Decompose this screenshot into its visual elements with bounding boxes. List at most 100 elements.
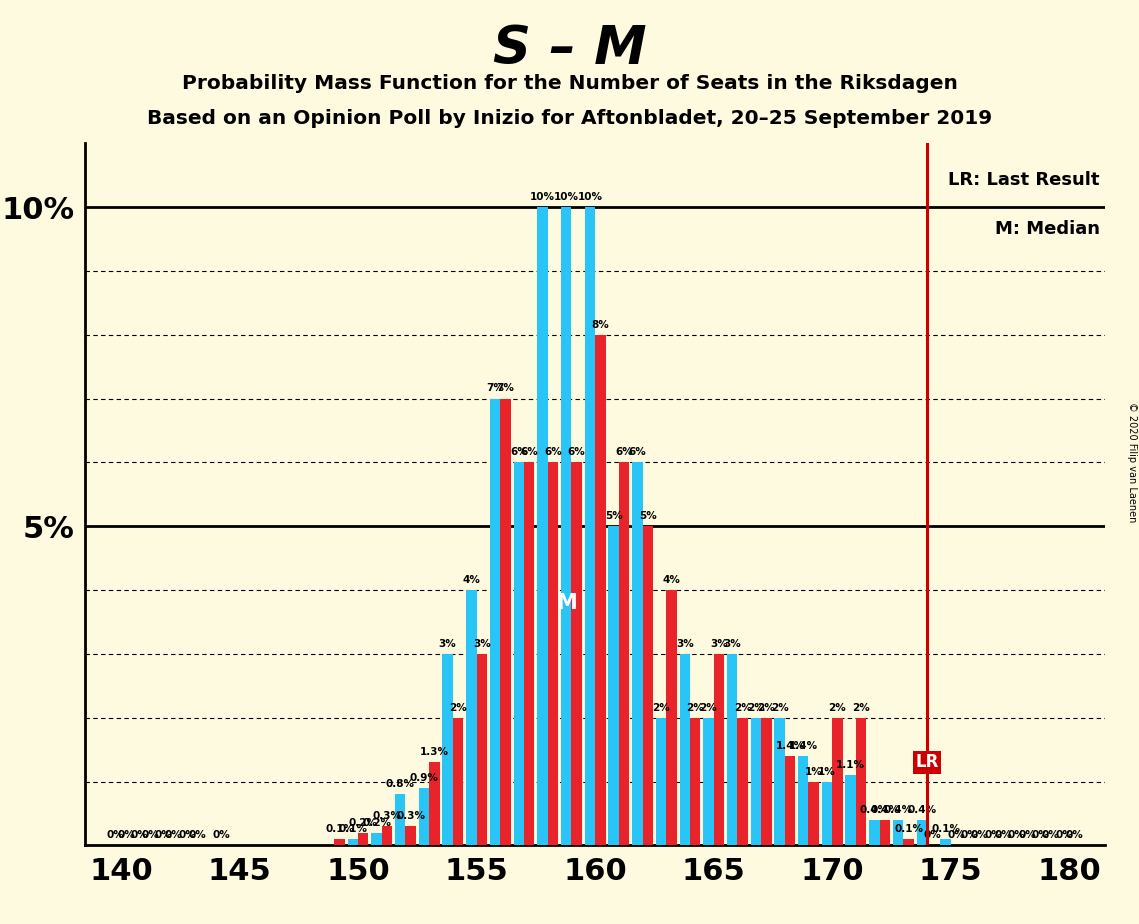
Text: 0%: 0% [984, 831, 1002, 840]
Text: 1.4%: 1.4% [788, 741, 818, 751]
Bar [358, 833, 369, 845]
Text: 2%: 2% [757, 702, 776, 712]
Text: 10%: 10% [554, 192, 579, 202]
Text: 3%: 3% [675, 638, 694, 649]
Text: 10%: 10% [530, 192, 555, 202]
Text: 1%: 1% [805, 767, 822, 776]
Text: 0%: 0% [960, 831, 978, 840]
Text: 7%: 7% [497, 383, 515, 394]
Text: 5%: 5% [605, 511, 623, 521]
Bar [690, 718, 700, 845]
Bar [572, 462, 582, 845]
Bar [500, 398, 510, 845]
Bar [703, 718, 714, 845]
Bar [584, 207, 596, 845]
Bar [442, 654, 453, 845]
Text: 0.4%: 0.4% [860, 805, 888, 815]
Text: 3%: 3% [473, 638, 491, 649]
Text: 0%: 0% [924, 831, 941, 840]
Text: © 2020 Filip van Laenen: © 2020 Filip van Laenen [1126, 402, 1137, 522]
Bar [429, 762, 440, 845]
Text: 0.4%: 0.4% [870, 805, 900, 815]
Bar [335, 839, 345, 845]
Text: 0.1%: 0.1% [931, 824, 960, 834]
Bar [538, 207, 548, 845]
Bar [490, 398, 500, 845]
Text: 10%: 10% [577, 192, 603, 202]
Text: 6%: 6% [544, 447, 562, 457]
Text: 6%: 6% [510, 447, 527, 457]
Text: 0%: 0% [178, 831, 196, 840]
Text: 4%: 4% [663, 575, 680, 585]
Text: 7%: 7% [486, 383, 505, 394]
Text: 1.3%: 1.3% [420, 748, 449, 758]
Bar [809, 782, 819, 845]
Text: 0%: 0% [154, 831, 172, 840]
Bar [419, 788, 429, 845]
Text: 1.4%: 1.4% [776, 741, 804, 751]
Text: 0%: 0% [970, 831, 989, 840]
Text: 0.8%: 0.8% [386, 779, 415, 789]
Text: Based on an Opinion Poll by Inizio for Aftonbladet, 20–25 September 2019: Based on an Opinion Poll by Inizio for A… [147, 109, 992, 128]
Text: 3%: 3% [710, 638, 728, 649]
Bar [761, 718, 771, 845]
Bar [879, 820, 890, 845]
Text: 0%: 0% [141, 831, 158, 840]
Bar [737, 718, 748, 845]
Text: 5%: 5% [639, 511, 656, 521]
Text: 6%: 6% [629, 447, 646, 457]
Text: 0.1%: 0.1% [338, 824, 368, 834]
Bar [775, 718, 785, 845]
Bar [833, 718, 843, 845]
Text: 3%: 3% [723, 638, 741, 649]
Text: 3%: 3% [439, 638, 457, 649]
Text: 0%: 0% [1018, 831, 1036, 840]
Text: 0.3%: 0.3% [396, 811, 425, 821]
Text: 4%: 4% [462, 575, 481, 585]
Text: 0%: 0% [117, 831, 136, 840]
Text: 2%: 2% [687, 702, 704, 712]
Text: 0%: 0% [1042, 831, 1059, 840]
Text: 0.1%: 0.1% [325, 824, 354, 834]
Bar [395, 795, 405, 845]
Bar [596, 334, 606, 845]
Bar [608, 527, 618, 845]
Text: 2%: 2% [828, 702, 846, 712]
Bar [855, 718, 867, 845]
Bar [642, 527, 653, 845]
Text: 2%: 2% [653, 702, 670, 712]
Bar [821, 782, 833, 845]
Text: 1.1%: 1.1% [836, 760, 866, 770]
Bar [893, 820, 903, 845]
Bar [785, 756, 795, 845]
Bar [666, 590, 677, 845]
Bar [466, 590, 476, 845]
Bar [548, 462, 558, 845]
Bar [476, 654, 487, 845]
Text: 8%: 8% [591, 320, 609, 330]
Bar [727, 654, 737, 845]
Text: 0.9%: 0.9% [410, 772, 439, 783]
Bar [524, 462, 534, 845]
Bar [453, 718, 464, 845]
Text: 2%: 2% [771, 702, 788, 712]
Bar [917, 820, 927, 845]
Text: 0%: 0% [947, 831, 965, 840]
Text: 6%: 6% [615, 447, 633, 457]
Text: 2%: 2% [449, 702, 467, 712]
Text: 0%: 0% [212, 831, 230, 840]
Text: 0%: 0% [1032, 831, 1049, 840]
Bar [869, 820, 879, 845]
Bar [798, 756, 809, 845]
Text: S – M: S – M [493, 23, 646, 75]
Text: 2%: 2% [699, 702, 718, 712]
Text: 0%: 0% [165, 831, 182, 840]
Text: 2%: 2% [734, 702, 752, 712]
Text: 0%: 0% [1066, 831, 1083, 840]
Bar [632, 462, 642, 845]
Bar [405, 826, 416, 845]
Bar [941, 839, 951, 845]
Bar [903, 839, 913, 845]
Bar [514, 462, 524, 845]
Bar [562, 207, 572, 845]
